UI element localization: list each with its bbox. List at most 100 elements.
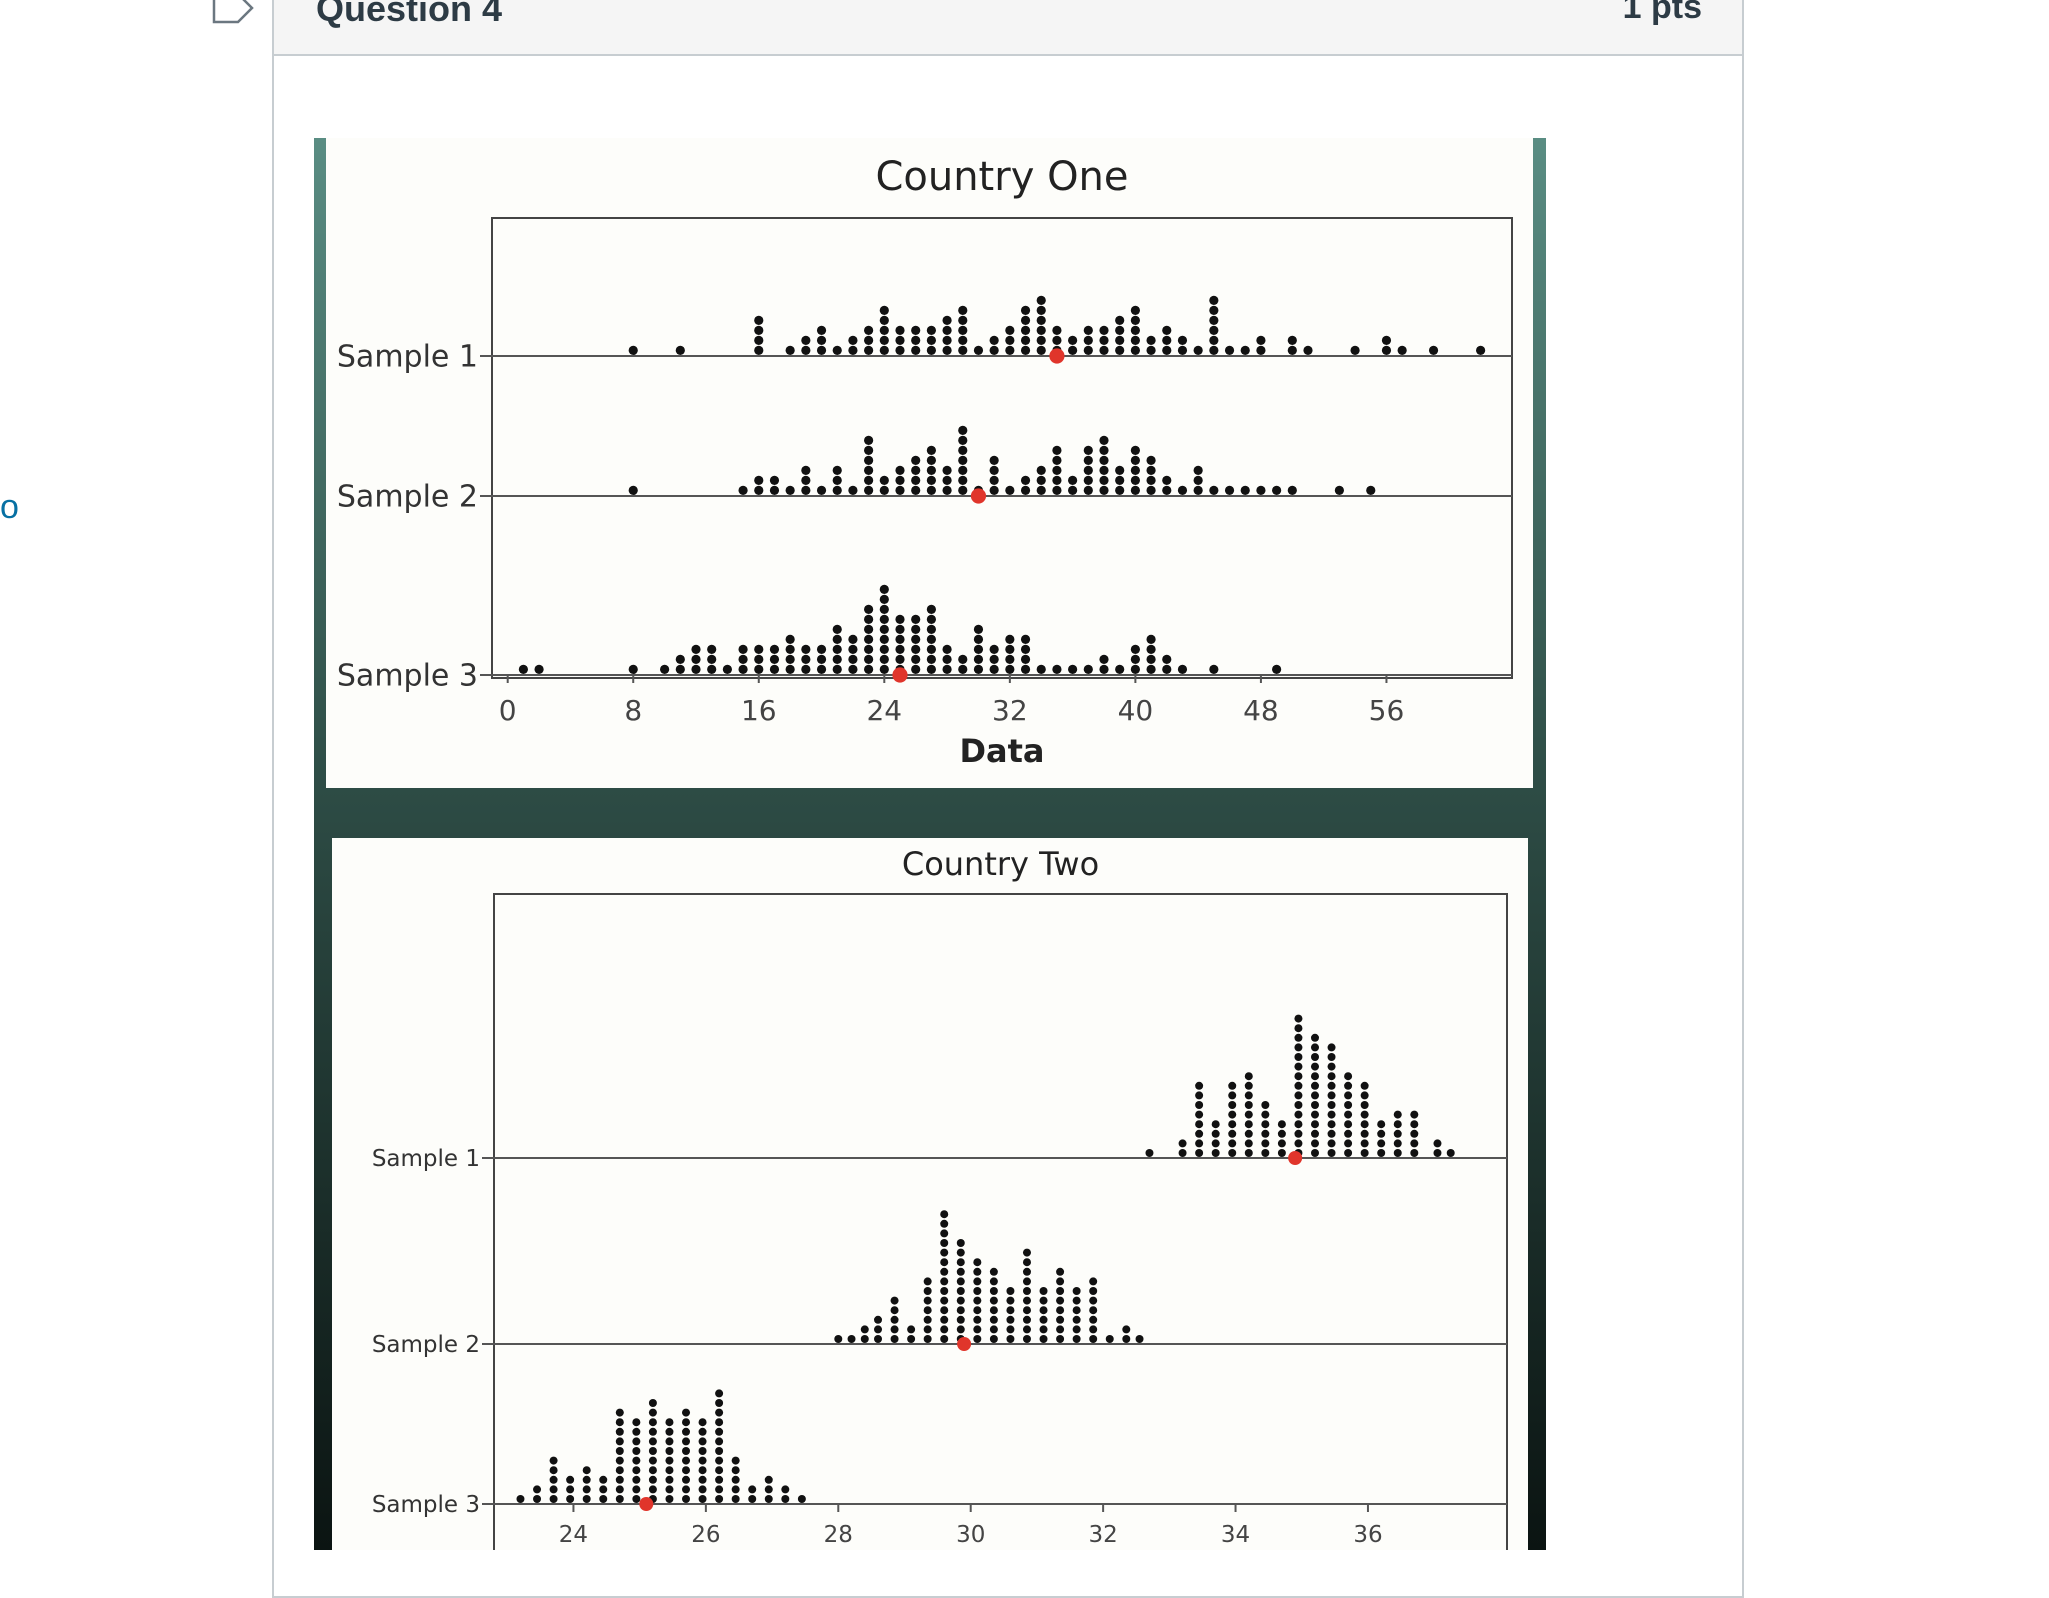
data-dot bbox=[648, 1418, 657, 1427]
data-dot bbox=[682, 1427, 691, 1436]
data-dot bbox=[665, 1456, 674, 1465]
data-dot bbox=[940, 1277, 949, 1286]
data-dot bbox=[754, 644, 764, 654]
data-dot bbox=[1209, 305, 1219, 315]
data-dot bbox=[648, 1485, 657, 1494]
data-dot bbox=[769, 475, 780, 485]
data-dot bbox=[1446, 1149, 1455, 1157]
data-dot bbox=[615, 1456, 624, 1465]
data-dot bbox=[648, 1475, 657, 1484]
x-tick-label: 36 bbox=[1353, 1522, 1382, 1548]
data-dot bbox=[1005, 325, 1015, 335]
side-link-fragment[interactable]: o bbox=[0, 488, 19, 526]
x-tick-label: 24 bbox=[866, 694, 902, 727]
data-dot bbox=[1122, 1325, 1131, 1334]
data-dot bbox=[1209, 295, 1219, 305]
mean-marker bbox=[892, 667, 908, 683]
data-dot bbox=[926, 335, 936, 345]
data-dot bbox=[864, 634, 874, 644]
data-dot bbox=[754, 485, 764, 495]
data-dot bbox=[1294, 1072, 1303, 1081]
data-dot bbox=[698, 1485, 707, 1494]
data-dot bbox=[1036, 465, 1046, 475]
data-dot bbox=[926, 664, 936, 675]
data-dot bbox=[1272, 485, 1282, 495]
data-dot bbox=[1433, 1139, 1442, 1148]
data-dot bbox=[1178, 1149, 1187, 1157]
data-dot bbox=[989, 1325, 998, 1334]
data-dot bbox=[1072, 1335, 1081, 1343]
data-dot bbox=[675, 345, 685, 355]
data-dot bbox=[864, 335, 874, 345]
data-dot bbox=[942, 465, 952, 475]
data-dot bbox=[1056, 1277, 1065, 1286]
data-dot bbox=[1020, 335, 1031, 345]
data-dot bbox=[1020, 475, 1031, 485]
data-dot bbox=[1310, 1149, 1319, 1157]
flag-outline-icon[interactable] bbox=[212, 0, 256, 28]
data-dot bbox=[1022, 1248, 1031, 1257]
data-dot bbox=[1195, 1129, 1204, 1138]
data-dot bbox=[1022, 1296, 1031, 1305]
data-dot bbox=[923, 1277, 932, 1286]
data-dot bbox=[879, 325, 889, 335]
data-dot bbox=[864, 455, 874, 465]
data-dot bbox=[1327, 1072, 1336, 1081]
data-dot bbox=[599, 1475, 608, 1484]
data-dot bbox=[926, 634, 936, 644]
data-dot bbox=[816, 335, 827, 345]
data-dot bbox=[832, 664, 842, 675]
data-dot bbox=[599, 1485, 608, 1494]
data-dot bbox=[1056, 1267, 1065, 1276]
data-dot bbox=[801, 664, 811, 675]
data-dot bbox=[715, 1456, 724, 1465]
data-dot bbox=[926, 475, 936, 485]
data-dot bbox=[648, 1399, 657, 1407]
data-dot bbox=[1036, 475, 1046, 485]
data-dot bbox=[973, 1258, 982, 1267]
data-dot bbox=[682, 1456, 691, 1465]
data-dot bbox=[956, 1296, 965, 1305]
data-dot bbox=[1228, 1091, 1237, 1100]
data-dot bbox=[1083, 475, 1093, 485]
data-dot bbox=[738, 664, 748, 675]
data-dot bbox=[1056, 1296, 1065, 1305]
data-dot bbox=[864, 485, 874, 495]
data-dot bbox=[1162, 325, 1172, 335]
data-dot bbox=[1130, 664, 1140, 675]
data-dot bbox=[1022, 1315, 1031, 1324]
data-dot bbox=[1099, 654, 1109, 665]
data-dot bbox=[911, 644, 921, 654]
data-dot bbox=[1020, 315, 1031, 325]
data-dot bbox=[1228, 1081, 1237, 1090]
data-dot bbox=[895, 485, 905, 495]
data-dot bbox=[1244, 1072, 1253, 1081]
data-dot bbox=[1099, 325, 1109, 335]
data-dot bbox=[1083, 335, 1093, 345]
data-dot bbox=[1146, 345, 1156, 355]
data-dot bbox=[1130, 485, 1140, 495]
data-dot bbox=[1039, 1296, 1048, 1305]
data-dot bbox=[926, 604, 936, 614]
data-dot bbox=[754, 345, 764, 355]
data-dot bbox=[754, 335, 764, 345]
data-dot bbox=[1294, 1024, 1303, 1033]
data-dot bbox=[1022, 1267, 1031, 1276]
data-dot bbox=[864, 435, 874, 445]
data-dot bbox=[864, 475, 874, 485]
data-dot bbox=[1211, 1139, 1220, 1148]
data-dot bbox=[1089, 1277, 1098, 1286]
data-dot bbox=[731, 1485, 740, 1494]
data-dot bbox=[1052, 465, 1062, 475]
data-dot bbox=[1006, 1325, 1015, 1334]
data-dot bbox=[890, 1315, 899, 1324]
data-dot bbox=[911, 634, 921, 644]
data-dot bbox=[632, 1495, 641, 1503]
data-dot bbox=[1195, 1091, 1204, 1100]
data-dot bbox=[860, 1335, 869, 1343]
data-dot bbox=[1130, 644, 1140, 654]
data-dot bbox=[1083, 664, 1093, 675]
data-dot bbox=[615, 1447, 624, 1455]
data-dot bbox=[1130, 475, 1140, 485]
data-dot bbox=[911, 335, 921, 345]
